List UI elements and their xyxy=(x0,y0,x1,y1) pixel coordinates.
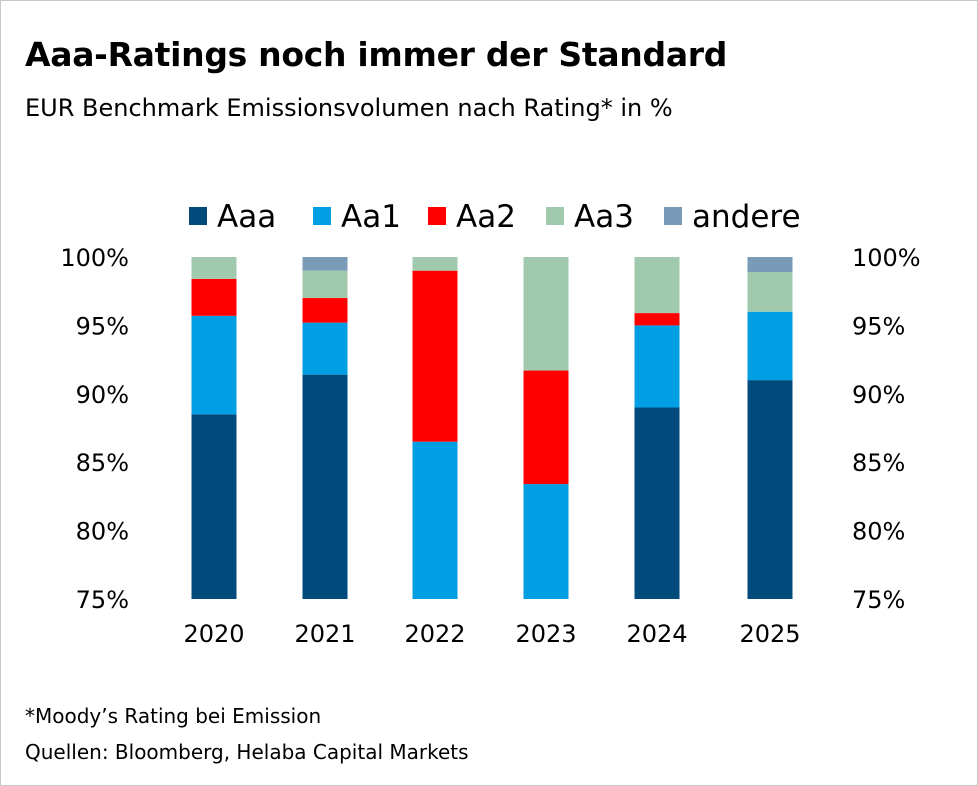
bar-segment-2022-aa3 xyxy=(412,257,458,271)
bar-segment-2021-aaa xyxy=(302,374,348,599)
bar-segment-2020-aa1 xyxy=(191,315,237,415)
bar-segment-2021-aa2 xyxy=(302,298,348,323)
bar-segment-2022-aa1 xyxy=(412,441,458,599)
y-tick-label-right: 100% xyxy=(852,244,921,272)
bar-segment-2021-andere xyxy=(302,257,348,271)
bars xyxy=(191,257,793,599)
y-tick-label-right: 90% xyxy=(852,381,905,409)
legend-label-aa1: Aa1 xyxy=(341,199,401,235)
bar-segment-2025-aaa xyxy=(747,380,793,599)
bar-segment-2021-aa1 xyxy=(302,322,348,375)
x-tick-label-2024: 2024 xyxy=(626,620,687,648)
bar-segment-2023-aa3 xyxy=(523,257,569,371)
footnote: *Moody’s Rating bei Emission xyxy=(25,704,322,728)
bar-segment-2024-aa1 xyxy=(634,325,680,408)
bar-segment-2020-aaa xyxy=(191,414,237,599)
y-tick-label-right: 80% xyxy=(852,518,905,546)
chart-title: Aaa-Ratings noch immer der Standard xyxy=(25,35,728,74)
x-tick-label-2021: 2021 xyxy=(294,620,355,648)
y-tick-label-left: 80% xyxy=(76,518,129,546)
legend-label-andere: andere xyxy=(692,199,801,235)
x-tick-label-2023: 2023 xyxy=(515,620,576,648)
legend-label-aa2: Aa2 xyxy=(456,199,516,235)
x-tick-label-2022: 2022 xyxy=(404,620,465,648)
x-tick-label-2020: 2020 xyxy=(183,620,244,648)
legend-swatch-aaa xyxy=(189,207,207,225)
source-note: Quellen: Bloomberg, Helaba Capital Marke… xyxy=(25,740,469,764)
legend-label-aaa: Aaa xyxy=(217,199,276,235)
x-tick-label-2025: 2025 xyxy=(739,620,800,648)
y-tick-label-left: 85% xyxy=(76,449,129,477)
bar-segment-2025-aa1 xyxy=(747,311,793,381)
bar-segment-2024-aa2 xyxy=(634,313,680,326)
bar-segment-2020-aa2 xyxy=(191,278,237,316)
y-tick-label-left: 90% xyxy=(76,381,129,409)
legend-swatch-andere xyxy=(664,207,682,225)
bar-segment-2024-aa3 xyxy=(634,257,680,314)
legend-swatch-aa2 xyxy=(428,207,446,225)
y-tick-label-left: 100% xyxy=(60,244,129,272)
legend-label-aa3: Aa3 xyxy=(574,199,634,235)
legend: Aaa Aa1 Aa2 Aa3 andere xyxy=(189,199,801,235)
bar-segment-2025-andere xyxy=(747,257,793,273)
legend-swatch-aa3 xyxy=(546,207,564,225)
bar-segment-2023-aa2 xyxy=(523,370,569,485)
bar-segment-2023-aa1 xyxy=(523,484,569,599)
stacked-bar-chart: Aaa Aa1 Aa2 Aa3 andere 75% 80% 85% 90% 95% 100% 7… xyxy=(60,199,921,648)
y-axis-right: 75% 80% 85% 90% 95% 100% xyxy=(852,244,921,614)
y-tick-label-right: 75% xyxy=(852,586,905,614)
bar-segment-2020-aa3 xyxy=(191,257,237,279)
bar-segment-2022-aa2 xyxy=(412,270,458,442)
chart-subtitle: EUR Benchmark Emissionsvolumen nach Rati… xyxy=(25,94,673,122)
bar-segment-2025-aa3 xyxy=(747,272,793,312)
bar-segment-2021-aa3 xyxy=(302,270,348,299)
y-tick-label-left: 75% xyxy=(76,586,129,614)
y-tick-label-right: 95% xyxy=(852,312,905,340)
legend-swatch-aa1 xyxy=(313,207,331,225)
x-axis: 2020 2021 2022 2023 2024 2025 xyxy=(183,620,800,648)
y-tick-label-right: 85% xyxy=(852,449,905,477)
bar-segment-2024-aaa xyxy=(634,407,680,599)
y-axis-left: 75% 80% 85% 90% 95% 100% xyxy=(60,244,129,614)
y-tick-label-left: 95% xyxy=(76,312,129,340)
